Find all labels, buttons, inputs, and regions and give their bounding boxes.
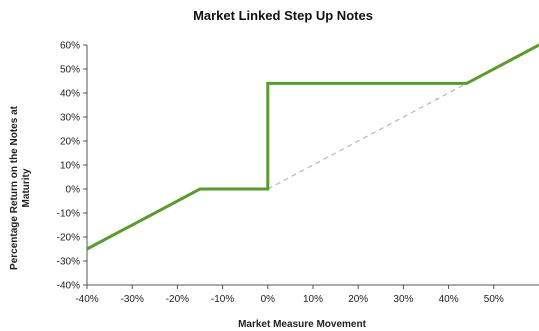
y-tick-label: -30% <box>57 257 80 268</box>
x-tick-label: 30% <box>393 294 413 305</box>
x-tick-label: -30% <box>121 294 144 305</box>
y-tick-label: -20% <box>57 233 80 244</box>
plot-area: 60% 50% 40% 30% 20% 10% 0% -10% -20% -30% -40% -40%… <box>57 41 539 305</box>
y-tick-label: 0% <box>66 185 81 196</box>
y-tick-label: -10% <box>57 209 80 220</box>
x-tick-label: -10% <box>211 294 234 305</box>
notes-return-line <box>86 43 539 251</box>
x-axis-label: Market Measure Movement <box>238 319 366 330</box>
x-tick-label: 50% <box>484 294 504 305</box>
x-tick-label: -20% <box>166 294 189 305</box>
y-tick-label: -40% <box>57 281 80 292</box>
y-tick-label: 30% <box>60 113 80 124</box>
y-tick-label: 10% <box>60 161 80 172</box>
x-tick-label: 40% <box>439 294 459 305</box>
y-axis-label: Percentage Return on the Notes at Maturi… <box>9 105 32 270</box>
x-tick-label: 20% <box>348 294 368 305</box>
y-tick-label: 60% <box>60 41 80 52</box>
y-tick-label: 40% <box>60 89 80 100</box>
y-tick-label: 50% <box>60 65 80 76</box>
chart-title: Market Linked Step Up Notes <box>193 8 373 23</box>
y-axis-label-line-1: Percentage Return on the Notes at <box>9 105 20 270</box>
y-tick-label: 20% <box>60 137 80 148</box>
reference-diagonal-line <box>267 82 467 190</box>
x-tick-label: -40% <box>75 294 98 305</box>
x-tick-label: 10% <box>303 294 323 305</box>
x-tick-label: 0% <box>261 294 276 305</box>
y-axis-label-line-2: Maturity <box>21 168 32 207</box>
